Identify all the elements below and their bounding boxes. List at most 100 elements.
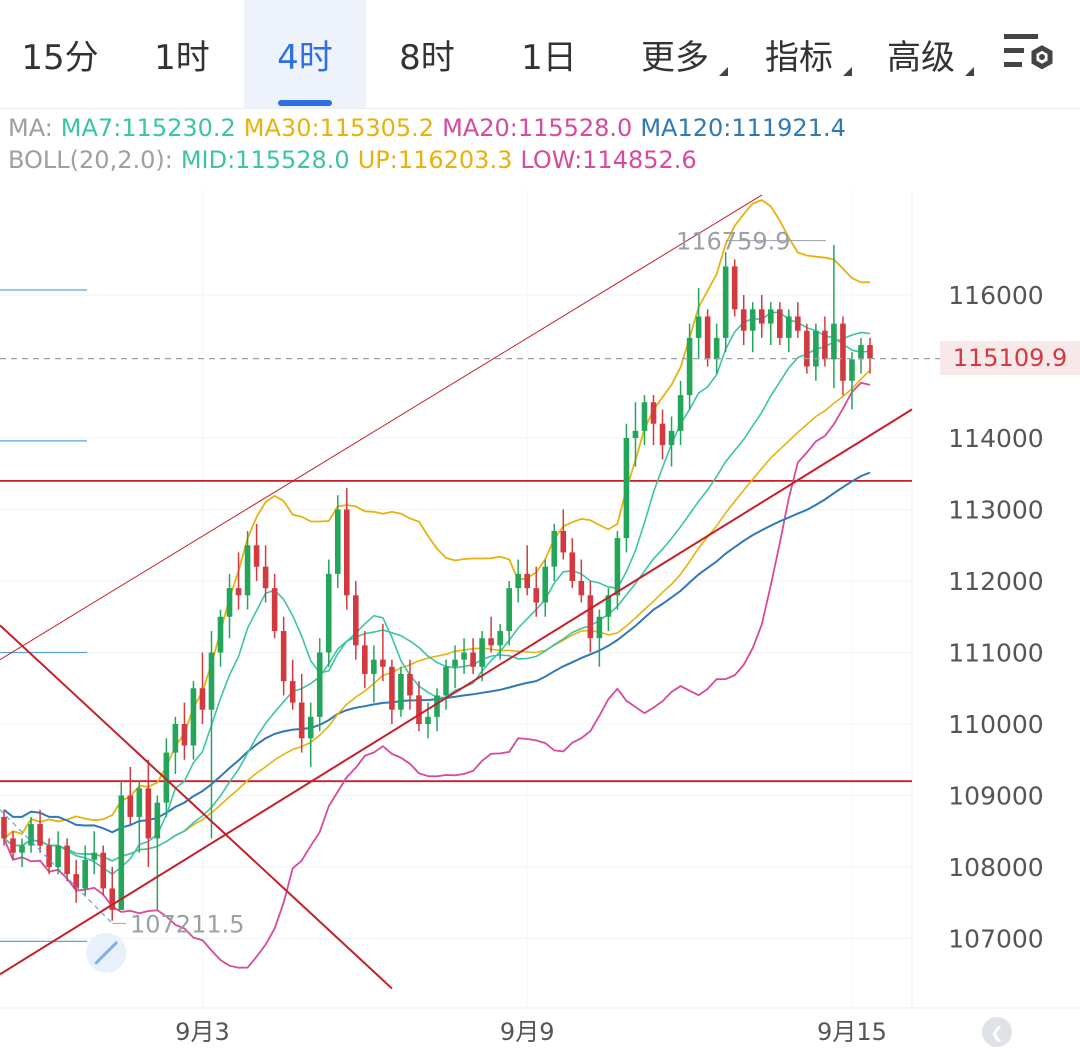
candle-body [425,716,431,724]
candle-body [452,659,458,667]
chart-settings-icon[interactable] [1002,28,1058,80]
candle-body [858,345,864,360]
candle-body [479,638,485,667]
candle-body [262,566,269,589]
candle-body [488,638,494,646]
candle-body [677,395,684,431]
y-tick-label: 114000 [948,424,1043,453]
tab-label: 1时 [154,37,210,78]
candle-body [398,673,404,710]
candle-body [109,888,116,910]
candle-body [362,645,368,674]
candle-body [822,330,828,360]
candle-body [154,802,161,839]
y-tick-label: 108000 [948,853,1043,882]
candle-body [434,695,440,717]
candle-body [542,566,549,603]
candle-body [749,309,756,331]
candle-body [1,816,7,839]
boll-legend-label: BOLL(20,2.0): [8,146,173,174]
candle-body [686,337,693,396]
candle-body [118,795,125,910]
candle-body [380,659,386,667]
candle-body [605,595,612,617]
drawing-handle-arrow [94,941,118,965]
candle-body [307,716,314,739]
tab-more[interactable]: 更多 [620,0,730,108]
candle-body [280,631,287,682]
tab-label: 指标 [765,37,833,78]
tab-1h[interactable]: 1时 [122,0,242,108]
candle-body [28,824,34,846]
tab-advanced[interactable]: 高级 [866,0,976,108]
candle-body [776,309,783,338]
candle-body [136,788,143,817]
current-price-tag: 115109.9 [940,341,1080,375]
active-tab-indicator [278,100,332,106]
high-price-label: 116759.9 [676,228,791,256]
candle-body [650,402,657,424]
tab-4h[interactable]: 4时 [244,0,366,108]
y-tick-label: 116000 [948,281,1043,310]
candle-body [145,788,152,839]
x-tick-label: 9月3 [175,1018,230,1046]
candle-body [208,652,215,710]
y-tick-label: 112000 [948,567,1043,596]
candle-body [407,673,413,696]
candle-body [632,430,639,438]
candle-body [515,573,521,589]
tab-label: 更多 [641,37,709,78]
tab-1d[interactable]: 1日 [488,0,610,108]
y-tick-label: 113000 [948,496,1043,525]
low-price-label: 107211.5 [130,910,245,938]
boll-lower-line [3,381,871,969]
ma-legend-label: MA: [8,114,53,142]
candle-body [767,309,774,324]
candle-body [524,573,531,589]
candle-body [560,530,567,553]
ma20-value: MA20:115528.0 [442,114,633,142]
scroll-to-latest-icon[interactable]: ❮ [982,1017,1012,1047]
candle-body [587,595,594,639]
candle-body [226,588,233,617]
candle-body [10,838,16,853]
candle-body [127,795,134,817]
boll-legend: BOLL(20,2.0): MID:115528.0 UP:116203.3 LOW:… [8,146,705,174]
candle-body [100,852,107,889]
candle-body [795,316,801,331]
candle-body [217,616,224,653]
candle-body [253,545,260,567]
tab-indicators[interactable]: 指标 [744,0,854,108]
dropdown-caret-icon [843,67,852,76]
candle-body [416,695,422,724]
timeframe-tab-bar: 15分 1时 4时 8时 1日 更多 指标 高级 [0,0,1080,109]
boll-up-value: UP:116203.3 [357,146,513,174]
candle-body [235,588,242,596]
candle-body [316,652,323,717]
candle-body [64,845,70,875]
y-tick-label: 111000 [948,639,1043,668]
boll-upper-line [3,198,871,840]
candle-body [91,852,98,860]
candle-body [533,588,540,603]
candle-body [46,845,52,867]
candle-body [461,652,467,660]
candle-body [298,702,305,739]
tab-label: 高级 [887,37,955,78]
candle-body [163,752,170,803]
candle-body [659,423,666,446]
boll-low-value: LOW:114852.6 [520,146,697,174]
dropdown-caret-icon [719,67,728,76]
candle-body [813,330,819,367]
tab-8h[interactable]: 8时 [366,0,488,108]
candle-body [172,724,179,753]
ma7-value: MA7:115230.2 [60,114,236,142]
tab-label: 15分 [21,37,99,78]
descending-trendline [0,624,393,990]
candle-body [271,588,278,632]
candle-body [334,509,341,574]
candle-body [786,316,792,338]
tab-15m[interactable]: 15分 [0,0,120,108]
channel-upper-trendline [0,194,763,661]
